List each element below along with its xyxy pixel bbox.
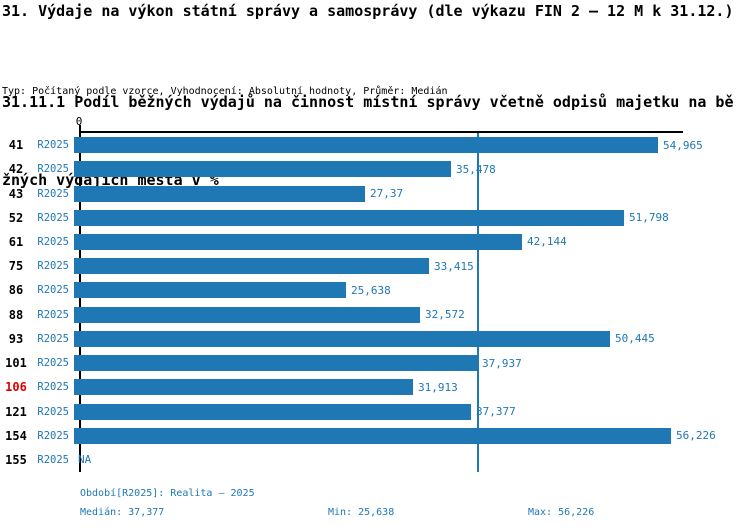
row-period-label: R2025 <box>37 163 69 176</box>
row-id-label: 101 <box>5 356 27 371</box>
row-id-label: 52 <box>8 210 24 225</box>
value-label: 31,913 <box>418 380 458 394</box>
indicator-meta-info: Typ: Počítaný podle vzorce, Vyhodnocení:… <box>2 86 448 97</box>
row-period-label: R2025 <box>37 381 69 394</box>
chart-row-75: 75 R2025 33,415 <box>0 254 750 278</box>
value-bar <box>74 258 429 275</box>
row-id-label: 154 <box>5 428 27 443</box>
row-period-label: R2025 <box>37 211 69 224</box>
row-period-label: R2025 <box>37 139 69 152</box>
value-label: 42,144 <box>527 235 567 249</box>
chart-row-86: 86 R2025 25,638 <box>0 278 750 302</box>
row-period-label: R2025 <box>37 453 69 466</box>
indicator-subtitle-line1: 31.11.1 Podíl běžných výdajů na činnost … <box>2 93 734 111</box>
x-axis-line <box>79 131 683 133</box>
value-bar <box>74 233 522 250</box>
chart-row-155: 155 R2025 NA <box>0 448 750 472</box>
row-period-label: R2025 <box>37 187 69 200</box>
value-label: 37,377 <box>476 405 516 419</box>
value-bar <box>74 185 365 202</box>
row-id-label: 88 <box>8 307 24 322</box>
chart-rows: 41 R2025 54,965 42 R2025 35,478 43 R2025 27,37 52… <box>0 133 750 472</box>
value-label: 51,798 <box>629 211 669 225</box>
row-id-label: 75 <box>8 259 24 274</box>
chart-row-61: 61 R2025 42,144 <box>0 230 750 254</box>
value-label: 50,445 <box>615 332 655 346</box>
page-title: 31. Výdaje na výkon státní správy a samo… <box>2 2 734 20</box>
row-id-label: 93 <box>8 331 24 346</box>
value-label: 54,965 <box>663 138 703 152</box>
footer-period-legend: Období[R2025]: Realita – 2025 <box>80 488 255 499</box>
row-period-label: R2025 <box>37 260 69 273</box>
value-bar <box>74 161 451 178</box>
row-id-label: 121 <box>5 404 27 419</box>
row-id-label: 86 <box>8 283 24 298</box>
y-axis-line <box>79 125 81 472</box>
chart-row-43: 43 R2025 27,37 <box>0 181 750 205</box>
chart-row-154: 154 R2025 56,226 <box>0 424 750 448</box>
value-bar <box>74 403 471 420</box>
row-period-label: R2025 <box>37 284 69 297</box>
footer-median-stat: Medián: 37,377 <box>80 507 165 518</box>
row-id-label: 41 <box>8 138 24 153</box>
value-bar <box>74 355 477 372</box>
row-period-label: R2025 <box>37 308 69 321</box>
footer-max-stat: Max: 56,226 <box>528 507 595 518</box>
chart-row-52: 52 R2025 51,798 <box>0 206 750 230</box>
value-label: 33,415 <box>434 259 474 273</box>
row-id-label: 61 <box>8 234 24 249</box>
value-bar <box>74 379 413 396</box>
row-id-label: 155 <box>5 452 27 467</box>
row-period-label: R2025 <box>37 429 69 442</box>
row-period-label: R2025 <box>37 332 69 345</box>
median-reference-line <box>477 133 479 472</box>
row-id-label: 106 <box>5 380 27 395</box>
chart-row-41: 41 R2025 54,965 <box>0 133 750 157</box>
chart-row-101: 101 R2025 37,937 <box>0 351 750 375</box>
chart-row-88: 88 R2025 32,572 <box>0 303 750 327</box>
row-period-label: R2025 <box>37 235 69 248</box>
value-label: 35,478 <box>456 162 496 176</box>
value-label: 32,572 <box>425 308 465 322</box>
value-label: 37,937 <box>482 356 522 370</box>
chart-row-106: 106 R2025 31,913 <box>0 375 750 399</box>
value-na-label: NA <box>78 453 92 467</box>
value-label: 56,226 <box>676 429 716 443</box>
row-id-label: 42 <box>8 162 24 177</box>
row-id-label: 43 <box>8 186 24 201</box>
value-bar <box>74 137 658 154</box>
row-period-label: R2025 <box>37 357 69 370</box>
value-label: 27,37 <box>370 187 404 201</box>
value-bar <box>74 282 346 299</box>
indicator-subtitle: 31.11.1 Podíl běžných výdajů na činnost … <box>2 37 748 245</box>
row-period-label: R2025 <box>37 405 69 418</box>
x-axis-zero-tick-label: 0 <box>75 115 83 128</box>
value-bar <box>74 427 671 444</box>
value-label: 25,638 <box>351 283 391 297</box>
value-bar <box>74 330 610 347</box>
value-bar <box>74 306 420 323</box>
value-bar <box>74 209 624 226</box>
chart-row-121: 121 R2025 37,377 <box>0 399 750 423</box>
footer-min-stat: Min: 25,638 <box>328 507 395 518</box>
chart-row-42: 42 R2025 35,478 <box>0 157 750 181</box>
chart-row-93: 93 R2025 50,445 <box>0 327 750 351</box>
